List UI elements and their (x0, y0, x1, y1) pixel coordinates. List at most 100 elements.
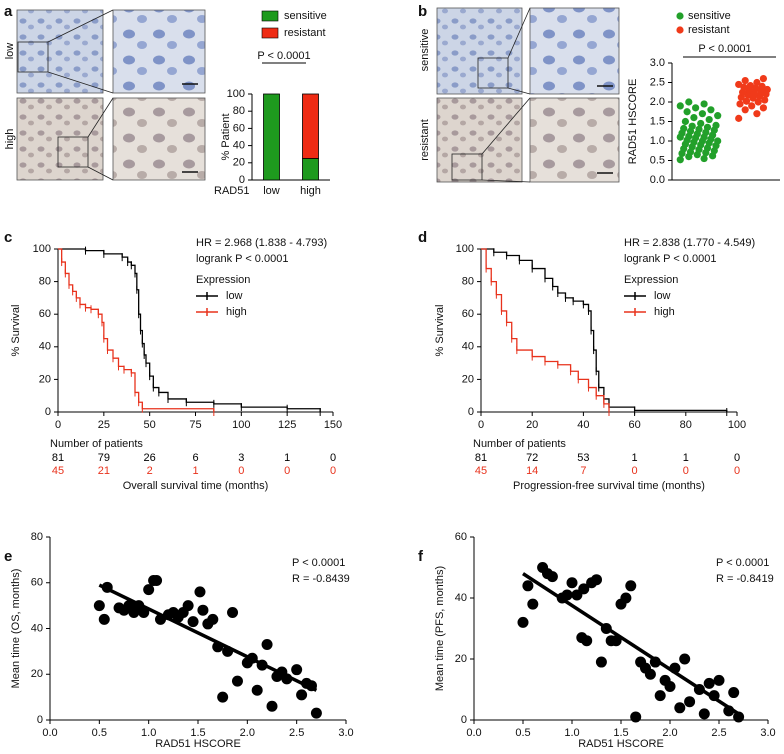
image-row-label: resistant (419, 119, 431, 161)
bar-segment (302, 93, 319, 159)
at-risk-count: 0 (632, 465, 638, 477)
x-axis-label: Overall survival time (months) (123, 480, 268, 492)
point (217, 691, 229, 703)
dot (759, 104, 768, 112)
at-risk-count: 81 (475, 452, 487, 464)
dot (753, 78, 761, 87)
at-risk-count: 1 (632, 452, 638, 464)
legend-label: high (654, 306, 675, 318)
micrograph-zoom (529, 97, 620, 183)
annotation: HR = 2.968 (1.838 - 4.793) (196, 237, 327, 249)
y-tick-label: 80 (233, 105, 245, 117)
y-tick-label: 60 (39, 308, 51, 320)
dot (736, 100, 744, 108)
y-axis-label: Mean time (OS, months) (10, 569, 22, 689)
micrograph-zoom (112, 9, 206, 94)
y-tick-label: 60 (31, 577, 43, 589)
legend-label: high (226, 306, 247, 318)
legend-marker (676, 12, 684, 20)
x-tick-label: 1.0 (141, 727, 156, 739)
dot (714, 137, 722, 145)
at-risk-title: Number of patients (50, 438, 143, 450)
dot (700, 100, 708, 108)
zoom-line (507, 7, 531, 59)
y-axis-label: RAD51 HSCORE (627, 79, 639, 165)
y-tick-label: 40 (455, 592, 467, 604)
y-tick-label: 0.5 (650, 154, 665, 166)
point (713, 674, 725, 686)
y-tick-label: 20 (455, 653, 467, 665)
legend-label: low (226, 290, 243, 302)
micrograph (436, 7, 523, 95)
dot (705, 115, 713, 124)
x-tick-label: 3.0 (338, 727, 353, 739)
at-risk-count: 81 (52, 452, 64, 464)
point (630, 711, 642, 723)
x-tick-label: 2.5 (289, 727, 304, 739)
survival-curve (481, 248, 728, 412)
dot (698, 110, 707, 118)
panel-letter: f (418, 548, 424, 565)
point (625, 580, 637, 592)
point (98, 613, 110, 625)
point (517, 616, 529, 628)
legend-label: sensitive (284, 10, 327, 22)
point (591, 574, 602, 586)
at-risk-count: 45 (475, 465, 487, 477)
point (527, 598, 539, 610)
dot (685, 98, 693, 106)
at-risk-count: 0 (734, 452, 740, 464)
at-risk-count: 45 (52, 465, 64, 477)
annotation: P < 0.0001 (257, 50, 310, 62)
point (728, 687, 740, 699)
at-risk-count: 0 (330, 452, 336, 464)
y-tick-label: 0.0 (650, 174, 665, 186)
point (151, 574, 163, 586)
x-tick-label: 100 (232, 419, 250, 431)
dot (683, 108, 691, 116)
x-axis-label: RAD51 HSCORE (578, 738, 664, 750)
image-row-label: high (4, 129, 16, 150)
x-tick-label: 1.0 (564, 727, 579, 739)
y-tick-label: 100 (33, 243, 51, 255)
dot (763, 85, 771, 94)
at-risk-count: 1 (192, 465, 198, 477)
zoom-line (481, 97, 531, 155)
zoom-line (507, 87, 531, 95)
at-risk-count: 0 (284, 465, 290, 477)
dot (746, 82, 755, 90)
point (703, 677, 715, 689)
point (93, 600, 105, 612)
image-row-label: low (4, 43, 16, 60)
micrograph (16, 9, 104, 94)
x-tick-label: 0 (55, 419, 61, 431)
dot (714, 112, 722, 120)
zoom-box (477, 57, 509, 89)
at-risk-title: Number of patients (473, 438, 566, 450)
y-tick-label: 40 (462, 341, 474, 353)
legend-swatch (261, 27, 279, 39)
y-tick-label: 20 (39, 373, 51, 385)
zoom-line (47, 71, 114, 94)
y-tick-label: 3.0 (650, 57, 665, 69)
legend-label: resistant (688, 24, 730, 36)
point (227, 606, 239, 618)
dot (695, 125, 703, 133)
x-tick-label: 50 (144, 419, 156, 431)
point (143, 584, 155, 596)
at-risk-count: 3 (238, 452, 244, 464)
x-tick-label: 0.0 (42, 727, 57, 739)
y-tick-label: 0 (468, 406, 474, 418)
y-tick-label: 1.0 (650, 135, 665, 147)
x-tick-label: high (300, 185, 321, 197)
dot (735, 80, 743, 89)
y-axis-label: % Survival (10, 305, 22, 357)
x-tick-label: low (263, 185, 280, 197)
dot (690, 114, 698, 122)
dot (735, 114, 743, 122)
y-tick-label: 20 (462, 373, 474, 385)
panel-letter: b (418, 3, 427, 20)
at-risk-count: 2 (147, 465, 153, 477)
x-tick-label: 80 (680, 419, 692, 431)
